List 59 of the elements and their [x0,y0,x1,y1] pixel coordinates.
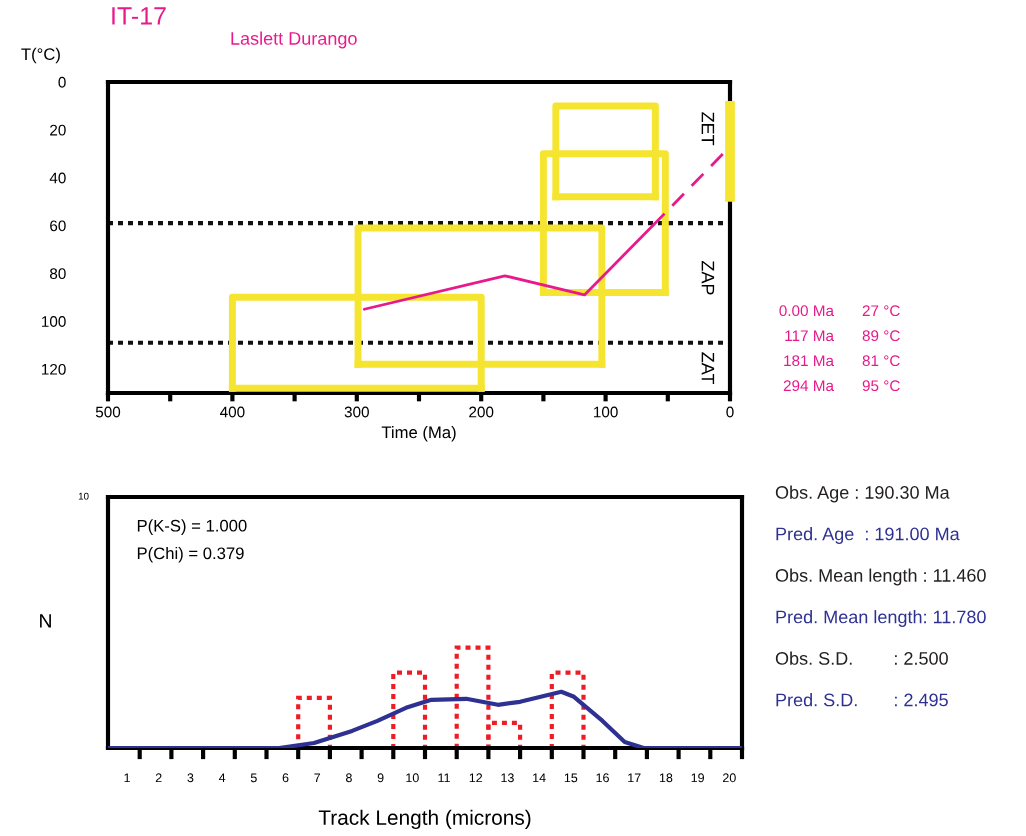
x-tick-label: 16 [596,773,609,783]
y-tick-label: 100 [42,316,66,327]
x-tick-label: 6 [282,773,289,783]
text: P(K-S) = 1.000 [137,519,247,535]
x-tick-label: 0 [726,406,734,418]
text: 181 Ma [784,355,834,367]
x-tick-label: 3 [187,773,194,783]
x-tick-label: 7 [314,773,321,783]
x-tick-label: 400 [220,406,245,418]
x-tick-label: 500 [95,406,121,418]
x-tick-label: 11 [438,773,450,783]
x-tick-label: 2 [155,773,162,783]
y-tick-label: 80 [50,268,66,280]
y-tick-label: 120 [42,363,66,375]
annotation: ZAP [701,260,715,295]
text: Pred. S.D. : 2.495 [776,693,948,707]
x-tick-label: 8 [345,773,352,783]
text: Obs. Mean length : 11.460 [775,568,986,586]
x-tick-label: 1 [124,773,130,783]
x-axis-title: Time (Ma) [381,425,456,442]
text: Pred. Age : 191.00 Ma [776,527,960,544]
text: Obs. S.D. : 2.500 [775,651,948,665]
chart-subtitle: Laslett Durango [231,31,357,49]
x-tick-label: 12 [469,773,483,783]
annotation: ZAT [701,352,715,385]
x-tick-label: 13 [501,773,514,783]
annotation: ZET [701,112,715,146]
y-tick-label: 40 [49,172,66,184]
x-tick-label: 100 [594,406,618,418]
text: 0.00 Ma [779,305,834,317]
x-tick-label: 4 [218,773,226,783]
x-tick-label: 5 [250,773,257,783]
x-tick-label: 200 [469,406,494,418]
x-tick-label: 20 [723,773,736,783]
y-tick-label: 0 [58,76,66,88]
text: 10 [78,492,89,500]
chart-title: IT-17 [112,7,166,25]
x-tick-label: 18 [659,773,673,783]
text: Pred. Mean length: 11.780 [776,610,986,627]
text: 294 Ma [783,380,834,392]
x-tick-label: 15 [564,773,578,783]
y-tick-label: 60 [50,220,66,232]
y-tick-label: 20 [50,124,66,136]
text: 95 °C [862,380,900,392]
x-tick-label: 300 [344,406,369,418]
x-tick-label: 19 [691,773,704,783]
text: 81 °C [862,355,900,367]
text: 117 Ma [785,330,834,342]
y-axis-title: T(°C) [21,47,60,64]
x-tick-label: 9 [377,773,384,783]
text: 89 °C [862,330,900,342]
text: Obs. Age : 190.30 Ma [775,485,950,503]
text: 27 °C [862,305,900,317]
text: P(Chi) = 0.379 [137,546,244,563]
x-axis-title: Track Length (microns) [318,809,531,830]
x-tick-label: 17 [628,773,641,783]
x-tick-label: 14 [533,773,546,783]
x-tick-label: 10 [406,773,419,783]
y-axis-title: N [40,614,51,628]
